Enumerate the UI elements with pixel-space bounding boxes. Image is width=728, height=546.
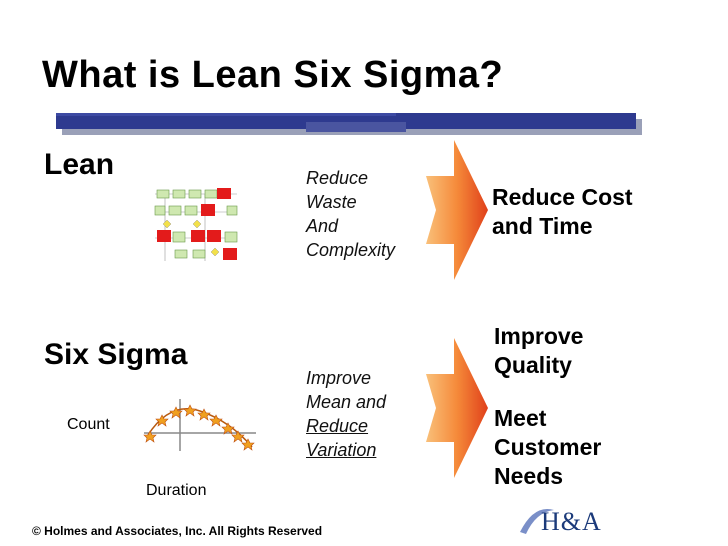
company-logo: H&A (541, 507, 602, 536)
six-sigma-outcome-line: Meet (494, 405, 547, 431)
lean-action-line: Complexity (306, 240, 396, 260)
six-sigma-outcome-line: Customer (494, 434, 602, 460)
lean-actions: Reduce Waste And Complexity (306, 166, 395, 262)
title-rule-highlight (56, 113, 396, 116)
page-title: What is Lean Six Sigma? (42, 54, 504, 96)
six-sigma-outcome-spacer (494, 380, 601, 404)
six-sigma-actions: Improve Mean and Reduce Variation (306, 366, 386, 462)
six-sigma-action-line: Reduce (306, 416, 369, 436)
six-sigma-action-line: Improve (306, 368, 372, 388)
lean-outcome: Reduce Cost and Time (492, 183, 633, 241)
lean-heading: Lean (44, 148, 115, 181)
chart-x-label: Duration (146, 482, 207, 499)
six-sigma-action-line: Mean and (306, 392, 387, 412)
copyright-footer: © Holmes and Associates, Inc. All Rights… (32, 524, 323, 538)
six-sigma-outcome-line: Quality (494, 352, 572, 378)
lean-action-line: Waste (306, 192, 357, 212)
six-sigma-heading: Six Sigma (44, 338, 188, 371)
title-rule-accent (306, 122, 406, 132)
company-logo-swoosh (520, 508, 554, 534)
lean-flowchart-image (154, 188, 238, 261)
lean-outcome-line: and Time (492, 213, 593, 239)
lean-arrow-icon (426, 140, 488, 280)
lean-action-line: And (306, 216, 339, 236)
six-sigma-action-line: Variation (306, 440, 377, 460)
lean-outcome-line: Reduce Cost (492, 184, 633, 210)
chart-y-label: Count (67, 416, 110, 433)
six-sigma-outcome-line: Improve (494, 323, 584, 349)
six-sigma-arrow-icon (426, 338, 488, 478)
six-sigma-outcome: Improve Quality Meet Customer Needs (494, 322, 601, 491)
lean-action-line: Reduce (306, 168, 369, 188)
six-sigma-outcome-line: Needs (494, 463, 564, 489)
distribution-curve-image (143, 399, 256, 451)
title-rule (56, 113, 636, 129)
